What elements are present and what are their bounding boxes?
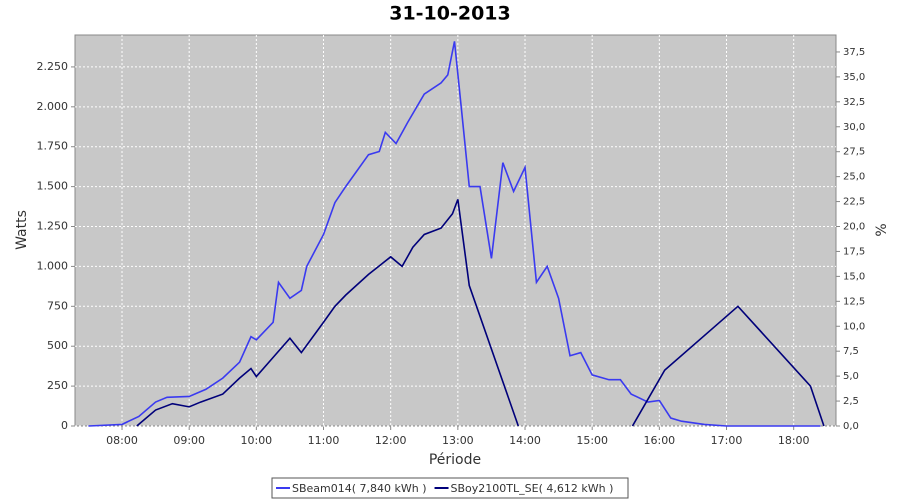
y-tick-label: 1.500	[37, 180, 69, 193]
x-tick-label: 11:00	[308, 434, 340, 447]
plot-area	[74, 34, 837, 427]
y2-tick-label: 35,0	[843, 72, 865, 83]
x-tick-label: 12:00	[375, 434, 407, 447]
y-tick-label: 1.250	[37, 220, 69, 233]
y2-axis-label: %	[874, 223, 890, 236]
y2-tick-label: 32,5	[843, 97, 865, 108]
y2-tick-label: 10,0	[843, 321, 865, 332]
y2-tick-label: 0,0	[843, 421, 859, 432]
y-axis-label: Watts	[14, 210, 30, 250]
legend	[271, 477, 629, 499]
x-tick-label: 08:00	[106, 434, 138, 447]
x-tick-label: 13:00	[442, 434, 474, 447]
y-tick-label: 750	[47, 299, 68, 312]
y-tick-label: 2.000	[37, 100, 69, 113]
y2-tick-label: 2,5	[843, 396, 859, 407]
x-tick-label: 16:00	[643, 434, 675, 447]
y-tick-label: 0	[61, 419, 68, 432]
x-axis-label: Période	[429, 452, 481, 468]
x-tick-label: 15:00	[576, 434, 608, 447]
x-tick-label: 17:00	[711, 434, 743, 447]
x-tick-label: 09:00	[173, 434, 205, 447]
y2-tick-label: 25,0	[843, 172, 865, 183]
chart-title: 31-10-2013	[389, 3, 511, 25]
y2-tick-label: 30,0	[843, 122, 865, 133]
y2-tick-label: 27,5	[843, 147, 865, 158]
y-tick-label: 1.000	[37, 259, 69, 272]
x-tick-label: 10:00	[240, 434, 272, 447]
x-tick-label: 18:00	[778, 434, 810, 447]
y-tick-label: 1.750	[37, 140, 69, 153]
y2-tick-label: 37,5	[843, 47, 865, 58]
y-tick-label: 250	[47, 379, 68, 392]
x-tick-label: 14:00	[509, 434, 541, 447]
y2-tick-label: 7,5	[843, 346, 859, 357]
y-tick-label: 2.250	[37, 60, 69, 73]
legend-label: SBoy2100TL_SE( 4,612 kWh )	[451, 482, 614, 495]
y2-tick-label: 20,0	[843, 222, 865, 233]
y2-tick-label: 17,5	[843, 246, 865, 257]
y2-tick-label: 5,0	[843, 371, 859, 382]
series-line	[88, 41, 821, 427]
legend-label: SBeam014( 7,840 kWh )	[292, 482, 427, 495]
y2-tick-label: 12,5	[843, 296, 865, 307]
series-line	[136, 199, 825, 427]
y2-tick-label: 15,0	[843, 271, 865, 282]
y2-tick-label: 22,5	[843, 197, 865, 208]
y-tick-label: 500	[47, 339, 68, 352]
